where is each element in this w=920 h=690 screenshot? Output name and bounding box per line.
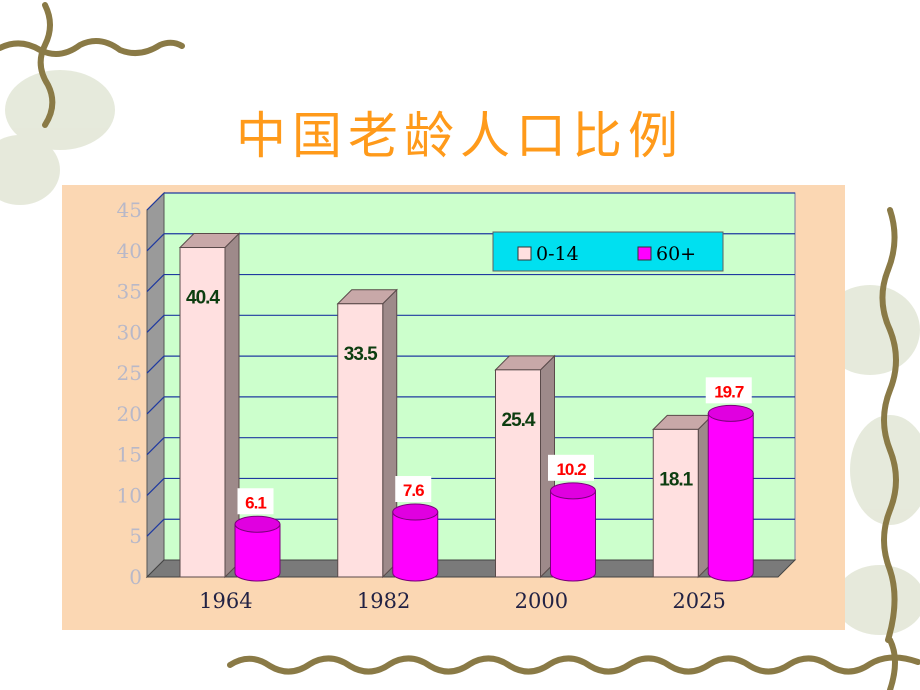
gridline-side (146, 437, 165, 456)
data-label-60plus: 19.7 (714, 382, 744, 401)
bar-0-14 (179, 247, 226, 578)
legend-swatch-0-14 (517, 246, 532, 261)
y-tick-label: 25 (117, 361, 142, 385)
gridline-side (146, 274, 165, 292)
data-label-60plus: 6.1 (245, 493, 266, 512)
gridline-side (146, 396, 165, 415)
data-label-0-14: 18.1 (659, 469, 693, 490)
bar-60plus (550, 490, 596, 582)
legend-label-60plus: 60+ (656, 243, 696, 265)
leaf-background-decoration (0, 70, 920, 635)
y-tick-label: 15 (117, 443, 142, 467)
bar-60plus (707, 412, 754, 582)
chart-panel: 0 5 10 15 20 25 30 35 40 45 40.4 6.1 33.5 7.6 25.4 10.… (62, 185, 845, 630)
y-tick-label: 40 (117, 239, 142, 263)
data-label-bg (237, 488, 274, 515)
y-axis-ticks: 0 5 10 15 20 25 30 35 40 45 (117, 198, 142, 589)
bars: 40.4 6.1 33.5 7.6 25.4 10.2 18.1 19.7 (178, 232, 754, 582)
y-tick-label: 0 (129, 565, 142, 589)
gridline-side (146, 314, 165, 333)
bar-60plus-top (707, 404, 754, 422)
slide-title: 中国老龄人口比例 (236, 107, 684, 165)
legend: 0-14 60+ (492, 231, 724, 272)
gridline-side (146, 192, 165, 211)
gridline-side (146, 355, 165, 374)
legend-label-0-14: 0-14 (536, 243, 579, 265)
gridline-side (146, 478, 165, 496)
data-label-0-14: 25.4 (502, 410, 536, 431)
y-tick-label: 10 (117, 483, 142, 507)
data-label-bg (705, 377, 752, 404)
bar-60plus-top (234, 515, 281, 533)
gridline-side (146, 233, 165, 252)
x-tick-label: 2025 (672, 589, 725, 613)
plot-side-wall (146, 191, 165, 579)
y-tick-label: 35 (117, 280, 142, 304)
gridline-side (146, 518, 165, 537)
y-tick-label: 45 (117, 198, 142, 222)
data-label-0-14: 33.5 (344, 344, 378, 365)
bar-60plus (234, 523, 281, 582)
data-label-60plus: 7.6 (403, 481, 424, 500)
legend-swatch-60plus (637, 246, 652, 261)
bar-60plus-top (392, 503, 439, 521)
data-label-0-14: 40.4 (186, 288, 220, 309)
bar-0-14 (495, 369, 541, 578)
data-label-bg (395, 476, 432, 503)
bar-60plus-top (550, 482, 596, 500)
y-tick-label: 20 (117, 402, 142, 426)
bar-0-14 (652, 428, 699, 578)
data-label-60plus: 10.2 (556, 460, 586, 479)
bar-0-14 (337, 303, 384, 578)
x-axis-ticks: 1964 1982 2000 2025 (199, 589, 726, 613)
bar-60plus (392, 511, 439, 582)
y-tick-label: 30 (117, 320, 142, 344)
x-tick-label: 1982 (357, 589, 410, 613)
x-tick-label: 2000 (515, 589, 568, 613)
y-tick-label: 5 (129, 524, 142, 548)
x-tick-label: 1964 (199, 589, 252, 613)
data-label-bg (548, 454, 594, 481)
